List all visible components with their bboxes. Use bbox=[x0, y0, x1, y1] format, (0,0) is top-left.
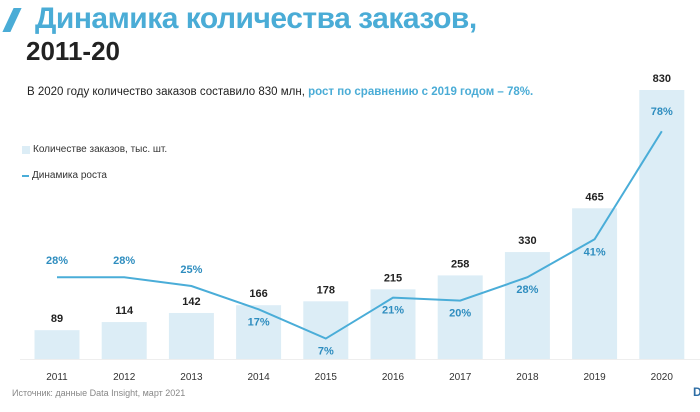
growth-line bbox=[57, 130, 663, 340]
growth-value-label: 78% bbox=[651, 106, 673, 118]
bar-2012 bbox=[101, 322, 147, 359]
x-tick-label: 2011 bbox=[46, 372, 68, 383]
page-title: Динамика количества заказов, bbox=[35, 2, 477, 35]
bar-value-label: 89 bbox=[51, 313, 63, 325]
x-tick-label: 2013 bbox=[180, 372, 203, 383]
growth-value-label: 21% bbox=[382, 305, 404, 317]
x-tick-label: 2016 bbox=[382, 372, 405, 383]
bar-2013 bbox=[168, 312, 214, 359]
page-title-years: 2011-20 bbox=[26, 36, 120, 66]
summary-highlight: рост по сравнению с 2019 годом – 78%. bbox=[308, 86, 534, 98]
legend-line-swatch bbox=[22, 174, 29, 177]
bar-2011 bbox=[34, 330, 80, 359]
bar-value-label: 142 bbox=[182, 296, 200, 308]
growth-value-label: 28% bbox=[46, 255, 68, 267]
x-tick-label: 2018 bbox=[516, 372, 539, 383]
bar-value-label: 258 bbox=[451, 258, 469, 270]
bar-value-label: 465 bbox=[585, 191, 603, 203]
x-tick-label: 2012 bbox=[113, 372, 136, 383]
growth-value-label: 17% bbox=[248, 316, 270, 328]
bar-2017 bbox=[437, 275, 483, 359]
growth-value-label: 7% bbox=[318, 346, 334, 358]
bar-value-label: 830 bbox=[653, 73, 671, 85]
legend-item-orders: Количестве заказов, тыс. шт. bbox=[22, 144, 167, 155]
legend-label: Количестве заказов, тыс. шт. bbox=[33, 144, 168, 155]
legend-item-growth: Динамика роста bbox=[22, 170, 107, 181]
growth-value-label: 28% bbox=[113, 255, 135, 267]
bar-value-label: 178 bbox=[317, 284, 335, 296]
summary-text: В 2020 году количество заказов составило… bbox=[27, 86, 533, 98]
bar-value-label: 330 bbox=[518, 235, 536, 247]
growth-value-label: 28% bbox=[516, 284, 538, 296]
legend-label: Динамика роста bbox=[32, 170, 107, 181]
legend-bar-swatch bbox=[22, 145, 30, 154]
growth-value-label: 25% bbox=[180, 264, 202, 276]
bar-2014 bbox=[236, 305, 282, 359]
x-tick-label: 2017 bbox=[449, 372, 472, 383]
bar-value-label: 215 bbox=[384, 272, 402, 284]
x-tick-label: 2015 bbox=[315, 372, 338, 383]
bar-value-label: 114 bbox=[115, 305, 134, 317]
x-tick-label: 2020 bbox=[651, 372, 674, 383]
bar-2016 bbox=[370, 289, 416, 359]
bar-value-label: 166 bbox=[249, 288, 267, 300]
summary-main: В 2020 году количество заказов составило… bbox=[27, 86, 309, 98]
growth-value-label: 20% bbox=[449, 308, 471, 320]
x-tick-label: 2019 bbox=[583, 372, 606, 383]
bar-2020 bbox=[639, 90, 685, 359]
x-tick-label: 2014 bbox=[247, 372, 270, 383]
growth-value-label: 41% bbox=[584, 246, 606, 258]
bar-2019 bbox=[572, 208, 618, 359]
corner-logo-fragment: D bbox=[693, 385, 700, 399]
source-note: Источник: данные Data Insight, март 2021 bbox=[12, 388, 186, 398]
